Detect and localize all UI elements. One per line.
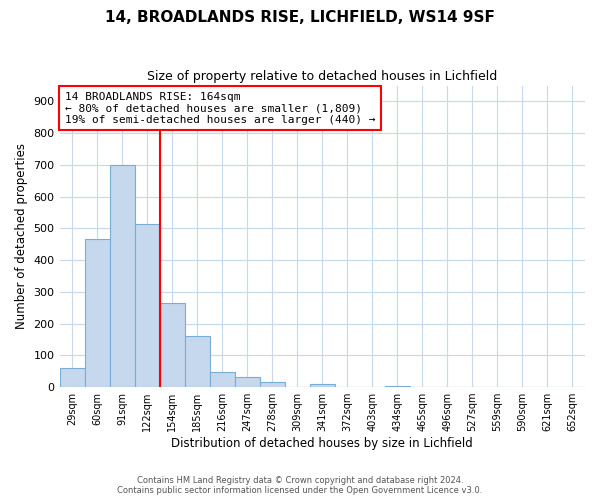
Bar xyxy=(85,240,110,387)
Text: Contains HM Land Registry data © Crown copyright and database right 2024.
Contai: Contains HM Land Registry data © Crown c… xyxy=(118,476,482,495)
Bar xyxy=(385,386,410,387)
Bar xyxy=(59,368,85,387)
Bar xyxy=(160,303,185,387)
Y-axis label: Number of detached properties: Number of detached properties xyxy=(15,144,28,330)
X-axis label: Distribution of detached houses by size in Lichfield: Distribution of detached houses by size … xyxy=(172,437,473,450)
Bar xyxy=(110,165,134,387)
Text: 14, BROADLANDS RISE, LICHFIELD, WS14 9SF: 14, BROADLANDS RISE, LICHFIELD, WS14 9SF xyxy=(105,10,495,25)
Title: Size of property relative to detached houses in Lichfield: Size of property relative to detached ho… xyxy=(147,70,497,83)
Bar xyxy=(185,336,209,387)
Text: 14 BROADLANDS RISE: 164sqm
← 80% of detached houses are smaller (1,809)
19% of s: 14 BROADLANDS RISE: 164sqm ← 80% of deta… xyxy=(65,92,375,125)
Bar xyxy=(235,376,260,387)
Bar xyxy=(310,384,335,387)
Bar xyxy=(134,224,160,387)
Bar xyxy=(260,382,285,387)
Bar xyxy=(209,372,235,387)
